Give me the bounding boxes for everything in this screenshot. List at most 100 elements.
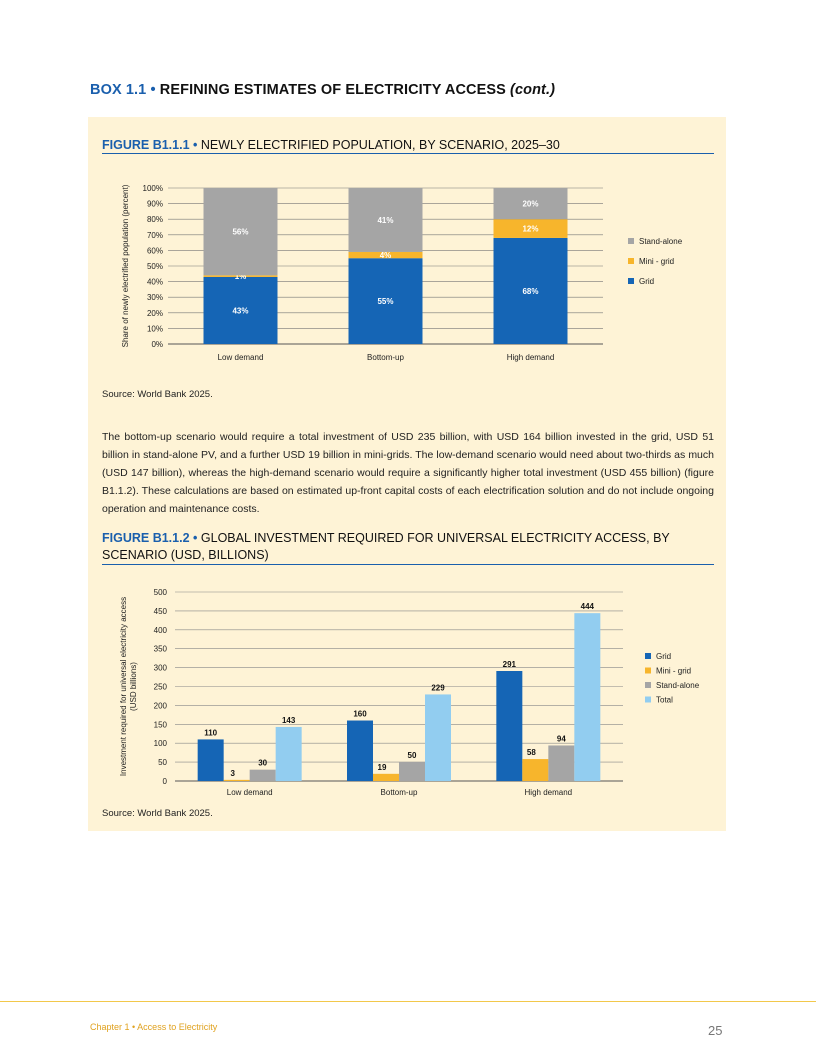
figure2-title: FIGURE B1.1.2 • GLOBAL INVESTMENT REQUIR… — [102, 530, 714, 564]
figure1-label: FIGURE B1.1.1 — [102, 138, 190, 152]
data-label: 229 — [431, 683, 445, 692]
legend-swatch — [645, 653, 651, 659]
legend-swatch — [628, 258, 634, 264]
legend-label: Grid — [656, 652, 671, 661]
box-cont: (cont.) — [510, 82, 556, 98]
legend-swatch — [645, 667, 651, 674]
figure2-title-text: GLOBAL INVESTMENT REQUIRED FOR UNIVERSAL… — [102, 531, 670, 562]
y-axis-label: Share of newly electrified population (p… — [121, 184, 130, 347]
y-tick-label: 20% — [147, 309, 163, 318]
y-tick-label: 250 — [154, 683, 168, 692]
body-paragraph: The bottom-up scenario would require a t… — [102, 431, 714, 515]
bar-stand-alone — [348, 188, 423, 252]
data-label: 19 — [378, 763, 387, 772]
bar-mini-grid — [493, 219, 568, 238]
y-tick-label: 150 — [154, 720, 168, 729]
data-label: 110 — [204, 728, 217, 737]
data-label: 50 — [408, 751, 417, 760]
y-tick-label: 300 — [154, 664, 168, 673]
data-label: 143 — [282, 716, 296, 725]
bar-stand-alone — [249, 769, 276, 781]
data-label: 94 — [557, 734, 566, 743]
figure2-source: Source: World Bank 2025. — [102, 808, 213, 819]
data-label: 41% — [377, 216, 393, 225]
bar-stand-alone — [203, 188, 278, 276]
y-tick-label: 40% — [147, 278, 163, 287]
legend-label: Grid — [639, 277, 654, 286]
y-tick-label: 100% — [143, 184, 163, 193]
y-tick-label: 450 — [154, 607, 168, 616]
x-tick-label: High demand — [525, 788, 573, 797]
bar-stand-alone — [548, 745, 575, 781]
figure1-source: Source: World Bank 2025. — [102, 389, 213, 400]
y-tick-label: 0% — [151, 340, 163, 349]
bar-mini-grid — [522, 759, 549, 781]
data-label: 55% — [377, 297, 393, 306]
data-label: 291 — [503, 660, 517, 669]
page-number: 25 — [708, 1023, 723, 1038]
legend-swatch — [628, 238, 634, 244]
figure2-chart: 050100150200250300350400450500Investment… — [119, 588, 700, 797]
bar-mini-grid — [203, 275, 278, 277]
bar-grid — [197, 739, 224, 781]
data-label: 20% — [522, 200, 538, 209]
data-label: 43% — [232, 306, 248, 315]
data-label: 56% — [232, 228, 248, 237]
y-tick-label: 50 — [158, 758, 167, 767]
bar-grid — [493, 237, 568, 344]
figure1-title: FIGURE B1.1.1 • NEWLY ELECTRIFIED POPULA… — [102, 137, 560, 154]
bar-mini-grid — [223, 779, 250, 781]
data-label: 4% — [380, 251, 392, 260]
legend-label: Stand-alone — [639, 237, 683, 246]
data-label: 58 — [527, 748, 536, 757]
data-label: 1% — [235, 272, 247, 281]
y-tick-label: 400 — [154, 626, 168, 635]
figure1-rule — [102, 153, 714, 154]
legend-label: Stand-alone — [656, 681, 700, 690]
y-tick-label: 200 — [154, 701, 168, 710]
figure2-label: FIGURE B1.1.2 — [102, 531, 190, 545]
figure2-rule — [102, 564, 714, 565]
y-tick-label: 30% — [147, 293, 163, 302]
bar-grid — [348, 258, 423, 344]
bar-grid — [496, 671, 523, 781]
bar-stand-alone — [399, 762, 425, 781]
legend-swatch — [645, 696, 651, 703]
box-separator: • — [150, 82, 156, 98]
data-label: 444 — [581, 602, 595, 611]
box-title-text: REFINING ESTIMATES OF ELECTRICITY ACCESS — [159, 82, 506, 98]
legend-label: Mini - grid — [639, 257, 674, 266]
figure2-separator: • — [193, 531, 198, 545]
x-tick-label: Low demand — [218, 353, 264, 362]
box-label: BOX 1.1 — [90, 82, 147, 98]
bar-mini-grid — [373, 773, 399, 781]
y-tick-label: 60% — [147, 246, 163, 255]
bar-mini-grid — [348, 251, 423, 259]
x-tick-label: High demand — [507, 353, 555, 362]
box-panel: FIGURE B1.1.1 • NEWLY ELECTRIFIED POPULA… — [88, 117, 726, 831]
footer-rule — [0, 1001, 816, 1002]
figure1-separator: • — [193, 138, 198, 152]
data-label: 12% — [522, 225, 538, 234]
bar-total — [574, 613, 601, 781]
data-label: 68% — [522, 287, 538, 296]
y-tick-label: 90% — [147, 200, 163, 209]
data-label: 160 — [353, 710, 367, 719]
legend-swatch — [645, 682, 651, 688]
bar-grid — [347, 720, 373, 781]
legend-label: Mini - grid — [656, 667, 691, 676]
y-tick-label: 500 — [154, 588, 168, 597]
y-tick-label: 350 — [154, 645, 168, 654]
x-tick-label: Bottom-up — [381, 788, 418, 797]
y-tick-label: 80% — [147, 215, 163, 224]
y-tick-label: 100 — [154, 739, 168, 748]
bar-grid — [203, 276, 278, 344]
bar-total — [425, 694, 451, 781]
box-title: BOX 1.1 • REFINING ESTIMATES OF ELECTRIC… — [90, 82, 555, 98]
y-tick-label: 0 — [163, 777, 168, 786]
data-label: 30 — [258, 759, 267, 768]
y-tick-label: 10% — [147, 324, 163, 333]
legend-swatch — [628, 278, 634, 284]
data-label: 3 — [230, 769, 235, 778]
y-tick-label: 50% — [147, 262, 163, 271]
